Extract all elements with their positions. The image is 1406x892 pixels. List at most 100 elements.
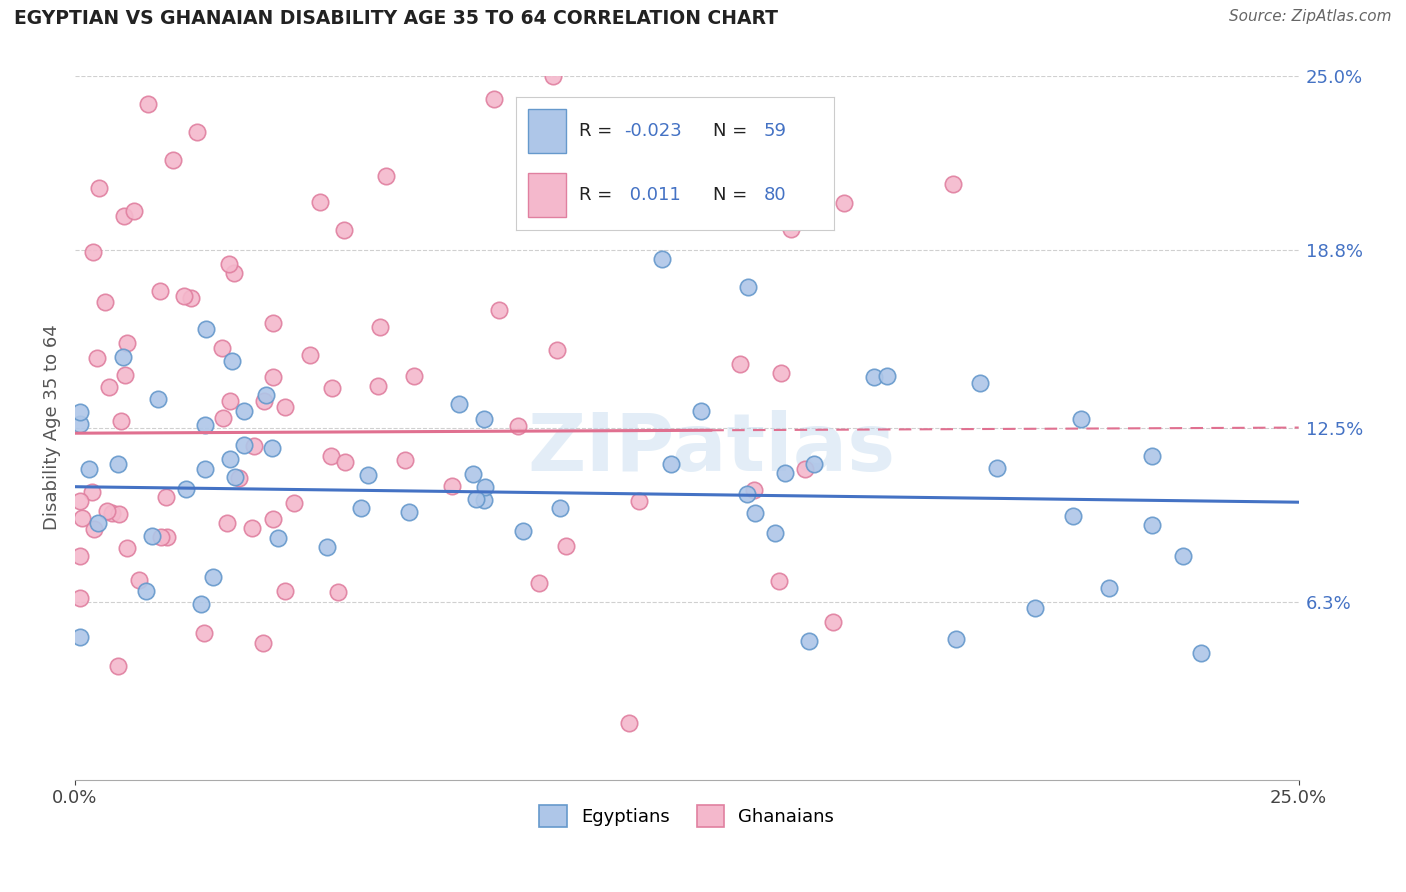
Point (398, 505, 420, 519)
Point (242, 439, 264, 453)
Point (89, 181, 111, 195)
Point (219, 393, 242, 408)
Point (70, 511, 93, 525)
Point (202, 570, 225, 584)
Point (193, 625, 215, 640)
Point (186, 125, 208, 139)
Point (114, 368, 136, 383)
Text: ZIPatlas: ZIPatlas (527, 409, 896, 488)
Point (969, 376, 991, 390)
Point (333, 455, 356, 469)
Point (112, 350, 135, 364)
Text: EGYPTIAN VS GHANAIAN DISABILITY AGE 35 TO 64 CORRELATION CHART: EGYPTIAN VS GHANAIAN DISABILITY AGE 35 T… (14, 9, 778, 28)
Legend: Egyptians, Ghanaians: Egyptians, Ghanaians (533, 797, 841, 834)
Point (799, 633, 821, 648)
Point (253, 394, 276, 409)
Point (803, 457, 825, 471)
Point (1024, 600, 1046, 615)
Point (221, 354, 243, 368)
Point (773, 467, 796, 481)
Point (69, 417, 91, 431)
Point (529, 575, 551, 590)
Point (138, 96, 160, 111)
Point (735, 487, 758, 501)
Point (474, 480, 496, 494)
Point (86, 351, 108, 365)
Point (256, 388, 278, 402)
Point (135, 584, 157, 599)
Point (651, 252, 673, 266)
Point (744, 483, 766, 497)
Point (628, 494, 651, 508)
Point (190, 597, 212, 611)
Point (100, 506, 122, 520)
Point (267, 531, 290, 545)
Point (212, 410, 235, 425)
Point (94, 294, 117, 309)
Text: Source: ZipAtlas.com: Source: ZipAtlas.com (1229, 9, 1392, 24)
Point (283, 496, 305, 510)
Point (82, 245, 104, 260)
Point (77, 462, 100, 476)
Point (508, 419, 530, 434)
Point (488, 303, 510, 318)
Point (449, 397, 471, 411)
Point (97, 380, 120, 394)
Point (617, 716, 640, 731)
Point (1070, 411, 1092, 425)
Point (174, 482, 197, 496)
Point (484, 92, 506, 106)
Point (333, 223, 356, 237)
Point (394, 452, 416, 467)
Point (155, 490, 177, 504)
Point (150, 530, 173, 544)
Point (173, 288, 195, 302)
Point (728, 357, 751, 371)
Point (375, 169, 398, 183)
Point (737, 279, 759, 293)
Point (108, 507, 131, 521)
Point (404, 368, 426, 383)
Point (69, 591, 91, 605)
Point (110, 413, 132, 427)
Point (368, 320, 391, 334)
Point (1189, 646, 1212, 660)
Point (321, 381, 343, 395)
Point (217, 516, 239, 530)
Point (863, 370, 886, 384)
Point (122, 204, 145, 219)
Point (357, 468, 380, 483)
Point (763, 525, 786, 540)
Point (315, 540, 337, 554)
Point (461, 467, 484, 482)
Point (218, 256, 240, 270)
Point (69, 630, 91, 644)
Point (876, 369, 898, 384)
Point (262, 442, 284, 456)
Point (80, 485, 103, 500)
Point (115, 541, 138, 556)
Point (308, 195, 330, 210)
Point (326, 585, 349, 599)
Point (744, 506, 766, 520)
Point (541, 69, 564, 83)
Point (146, 392, 169, 407)
Point (240, 521, 263, 535)
Point (128, 573, 150, 587)
Point (69, 493, 91, 508)
Point (149, 284, 172, 298)
Point (1062, 508, 1084, 523)
Point (1098, 581, 1121, 595)
Point (252, 636, 274, 650)
Point (1171, 549, 1194, 563)
Point (69, 405, 91, 419)
Point (107, 658, 129, 673)
Point (321, 449, 343, 463)
Point (464, 491, 486, 506)
Point (262, 511, 284, 525)
Point (222, 266, 245, 280)
Point (986, 461, 1008, 475)
Point (141, 528, 163, 542)
Point (823, 615, 845, 629)
Point (224, 470, 246, 484)
